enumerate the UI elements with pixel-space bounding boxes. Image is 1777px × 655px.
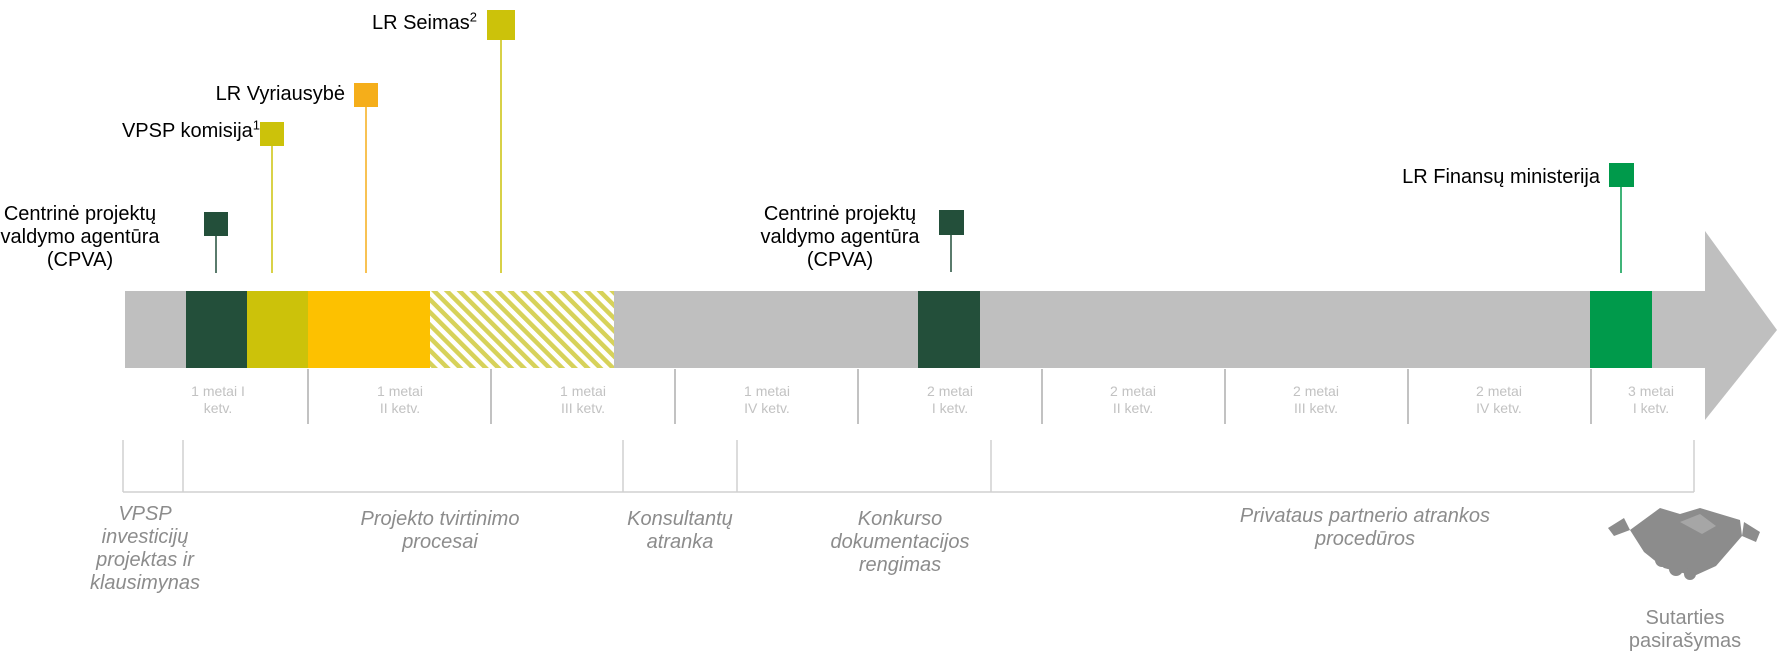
phase-label-privataus-partnerio-atranka: Privataus partnerio atrankos procedūros: [1239, 505, 1491, 550]
timeline-arrowhead: [1705, 231, 1777, 420]
actor-line: Centrinė projektų: [763, 203, 917, 225]
quarter-label: 2 metai I ketv.: [927, 383, 973, 416]
signing-label: Sutarties pasirašymas: [1628, 607, 1742, 652]
segment-vpsp-komisija: [247, 291, 308, 368]
quarter-dividers: [307, 369, 1592, 424]
actor-label-lr-vyriausybe: LR Vyriausybė: [215, 83, 345, 105]
phase-label-projekto-tvirtinimas: Projekto tvirtinimo procesai: [360, 508, 520, 553]
phase-label-vpsp-projektas: VPSP investicijų projektas ir klausimyna…: [89, 503, 201, 594]
actor-label-cpva-2: Centrinė projektų valdymo agentūra (CPVA…: [745, 203, 935, 272]
actor-line: valdymo agentūra: [0, 226, 160, 248]
phase-label-konsultantu-atranka: Konsultantų atranka: [627, 508, 733, 553]
quarter-label: 1 metai II ketv.: [377, 383, 423, 416]
segment-finansu-ministerija: [1590, 291, 1652, 368]
actor-line: valdymo agentūra: [760, 226, 920, 248]
phase-label-konkurso-dokumentacija: Konkurso dokumentacijos rengimas: [830, 508, 970, 576]
actor-label-lr-seimas: LR Seimas2: [371, 9, 477, 34]
marker-cpva: [204, 212, 228, 236]
handshake-icon: [1608, 508, 1760, 580]
actor-label-finansu-ministerija: LR Finansų ministerija: [1402, 166, 1600, 188]
quarter-label: 1 metai IV ketv.: [744, 383, 790, 416]
marker-vpsp-komisija: [260, 122, 284, 146]
segment-cpva-2: [918, 291, 980, 368]
actor-line: (CPVA): [806, 249, 874, 271]
quarter-label: 2 metai IV ketv.: [1476, 383, 1522, 416]
actor-label-cpva: Centrinė projektų valdymo agentūra (CPVA…: [0, 203, 160, 272]
actor-label-vpsp-komisija: VPSP komisija1: [121, 117, 260, 142]
segment-lr-seimas-hatched: [430, 291, 614, 368]
actor-line: (CPVA): [46, 249, 114, 271]
actor-line: Centrinė projektų: [3, 203, 157, 225]
quarter-label: 2 metai II ketv.: [1110, 383, 1156, 416]
marker-finansu-ministerija: [1609, 163, 1634, 187]
quarter-label: 2 metai III ketv.: [1293, 383, 1339, 416]
phase-brackets: [122, 440, 1695, 493]
marker-lr-seimas: [487, 10, 515, 40]
segment-cpva: [186, 291, 247, 368]
segment-lr-vyriausybe: [308, 291, 430, 368]
marker-cpva-2: [939, 210, 964, 235]
marker-lr-vyriausybe: [354, 83, 378, 107]
quarter-label: 3 metai I ketv.: [1628, 383, 1674, 416]
quarter-label: 1 metai III ketv.: [560, 383, 606, 416]
